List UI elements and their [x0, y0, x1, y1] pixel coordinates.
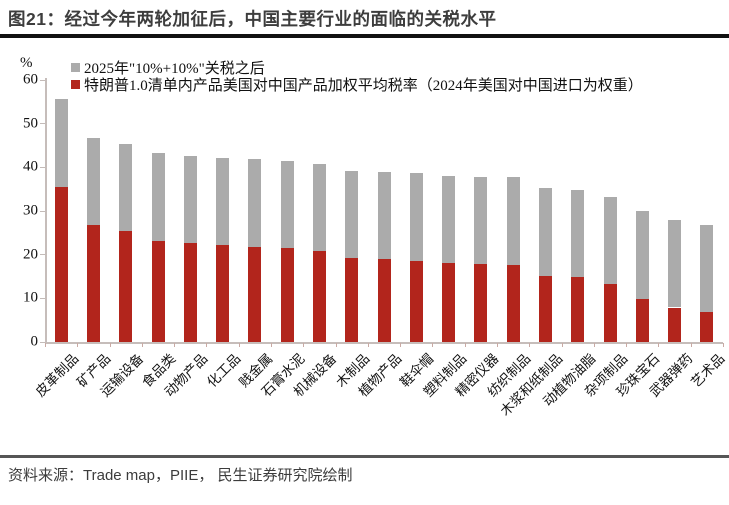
y-axis-tick-label: 20: [23, 246, 38, 263]
legend-swatch-gray: [71, 63, 80, 72]
bar-segment-after-2025: [506, 177, 520, 265]
x-axis-tick: [464, 343, 466, 347]
bar-segment-after-2025: [409, 173, 423, 261]
bar-segment-after-2025: [635, 211, 649, 299]
x-category-label: 艺术品: [688, 350, 728, 391]
bar-segment-trump10: [571, 276, 585, 342]
source-note: 资料来源：Trade map，PIIE， 民生证券研究院绘制: [8, 467, 353, 484]
x-axis-tick: [367, 343, 369, 347]
x-axis-tick: [561, 343, 563, 347]
bar-segment-after-2025: [54, 99, 68, 187]
legend-label: 2025年"10%+10%"关税之后: [84, 61, 265, 77]
x-axis-tick: [690, 343, 692, 347]
y-axis-tick-label: 0: [30, 333, 39, 350]
bar-segment-after-2025: [183, 155, 197, 243]
y-axis-tick-label: 30: [23, 202, 38, 219]
legend-item-trump10-weighted-rate: 特朗普1.0清单内产品美国对中国产品加权平均税率（2024年美国对中国进口为权重…: [71, 76, 643, 94]
y-axis-tick-label: 50: [23, 115, 38, 132]
x-axis-tick: [497, 343, 498, 347]
bar-segment-after-2025: [86, 137, 100, 225]
bar-segment-trump10: [280, 248, 294, 342]
x-axis-tick: [626, 343, 628, 347]
bar-segment-after-2025: [312, 163, 326, 252]
x-axis-tick: [174, 343, 176, 347]
bar-segment-after-2025: [700, 224, 714, 312]
bar-segment-after-2025: [668, 220, 682, 308]
y-axis-tick: [40, 210, 45, 212]
x-axis-tick: [238, 343, 240, 347]
bar-segment-trump10: [54, 186, 68, 342]
bar-segment-trump10: [442, 263, 456, 342]
footer-divider: [0, 455, 729, 458]
y-axis-tick: [40, 123, 45, 125]
bar-segment-trump10: [700, 311, 714, 342]
bar-segment-trump10: [603, 284, 617, 342]
x-axis-tick: [45, 343, 46, 347]
bar-segment-trump10: [248, 246, 262, 342]
bar-segment-after-2025: [151, 153, 165, 241]
bar-segment-trump10: [377, 259, 391, 342]
bar-segment-after-2025: [603, 197, 617, 285]
bar-segment-after-2025: [474, 176, 488, 264]
bar-segment-trump10: [345, 258, 359, 342]
x-axis-tick: [335, 343, 337, 347]
bar-segment-after-2025: [377, 171, 391, 260]
bar-segment-trump10: [635, 298, 649, 342]
y-axis-unit-label: %: [20, 55, 33, 71]
bar-segment-trump10: [119, 231, 133, 342]
bar-segment-after-2025: [538, 188, 552, 276]
bar-segment-trump10: [668, 307, 682, 342]
legend-swatch-red: [71, 80, 80, 89]
bar-segment-trump10: [538, 275, 552, 342]
bar-segment-trump10: [409, 260, 423, 342]
y-axis-tick: [40, 297, 45, 299]
x-axis-tick: [271, 343, 272, 347]
y-axis-line: [45, 78, 47, 343]
bar-segment-after-2025: [345, 170, 359, 259]
bar-segment-trump10: [312, 251, 326, 342]
x-axis-tick: [593, 343, 595, 347]
bar-segment-trump10: [151, 240, 165, 342]
x-axis-tick: [206, 343, 208, 347]
bar-segment-trump10: [183, 242, 197, 342]
x-axis-line: [45, 342, 723, 344]
y-axis-tick: [40, 254, 45, 256]
x-axis-tick: [432, 343, 434, 347]
figure-title: 图21：经过今年两轮加征后，中国主要行业的面临的关税水平: [8, 9, 497, 29]
bar-segment-trump10: [506, 264, 520, 342]
bar-segment-after-2025: [248, 159, 262, 247]
bar-segment-after-2025: [280, 160, 294, 249]
x-axis-tick: [109, 343, 111, 347]
y-axis-tick: [40, 341, 45, 343]
x-axis-tick: [141, 343, 143, 347]
x-axis-tick: [303, 343, 305, 347]
x-axis-tick: [529, 343, 531, 347]
y-axis-tick: [40, 79, 45, 81]
bar-segment-after-2025: [442, 176, 456, 264]
bar-segment-after-2025: [571, 189, 585, 277]
bar-segment-after-2025: [216, 157, 230, 246]
bar-segment-trump10: [86, 224, 100, 342]
x-axis-tick: [77, 343, 79, 347]
bar-segment-trump10: [216, 245, 230, 342]
y-axis-tick-label: 40: [23, 158, 38, 175]
x-axis-tick: [400, 343, 402, 347]
x-category-label: 化工品: [203, 350, 243, 391]
title-underline: [0, 34, 729, 38]
y-axis-tick-label: 10: [23, 289, 38, 306]
bar-segment-trump10: [474, 263, 488, 342]
legend-item-after-2025-tariffs: 2025年"10%+10%"关税之后: [71, 59, 643, 77]
x-axis-tick: [658, 343, 660, 347]
legend-label: 特朗普1.0清单内产品美国对中国产品加权平均税率（2024年美国对中国进口为权重…: [84, 78, 643, 94]
y-axis-tick-label: 60: [23, 71, 38, 88]
y-axis-tick: [40, 166, 45, 168]
x-axis-tick: [723, 343, 724, 347]
bar-segment-after-2025: [119, 143, 133, 232]
chart-legend: 2025年"10%+10%"关税之后 特朗普1.0清单内产品美国对中国产品加权平…: [71, 59, 643, 94]
